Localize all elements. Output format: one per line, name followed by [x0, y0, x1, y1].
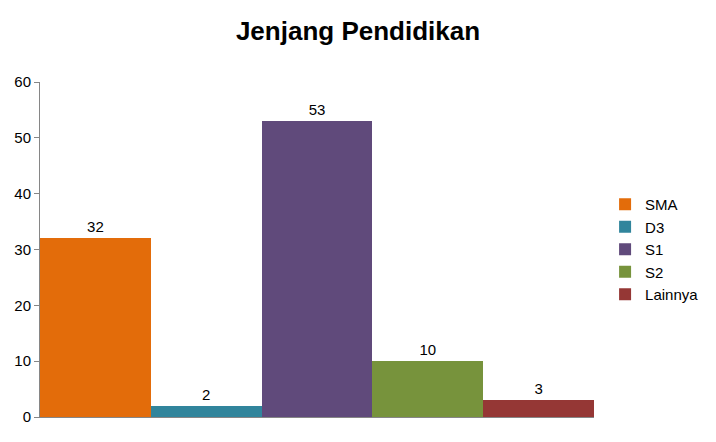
svg-text:53: 53: [309, 101, 326, 118]
svg-text:20: 20: [14, 297, 31, 314]
svg-text:D3: D3: [645, 219, 664, 236]
svg-text:S2: S2: [645, 264, 663, 281]
svg-text:50: 50: [14, 129, 31, 146]
svg-text:Jenjang Pendidikan: Jenjang Pendidikan: [236, 16, 480, 46]
svg-text:S1: S1: [645, 241, 663, 258]
svg-text:60: 60: [14, 73, 31, 90]
svg-text:32: 32: [87, 218, 104, 235]
svg-text:10: 10: [14, 352, 31, 369]
svg-text:30: 30: [14, 241, 31, 258]
svg-text:10: 10: [419, 341, 436, 358]
svg-text:0: 0: [23, 408, 31, 425]
svg-text:40: 40: [14, 185, 31, 202]
svg-text:Lainnya: Lainnya: [645, 286, 698, 303]
svg-text:2: 2: [202, 386, 210, 403]
svg-text:SMA: SMA: [645, 196, 678, 213]
svg-text:3: 3: [534, 380, 542, 397]
